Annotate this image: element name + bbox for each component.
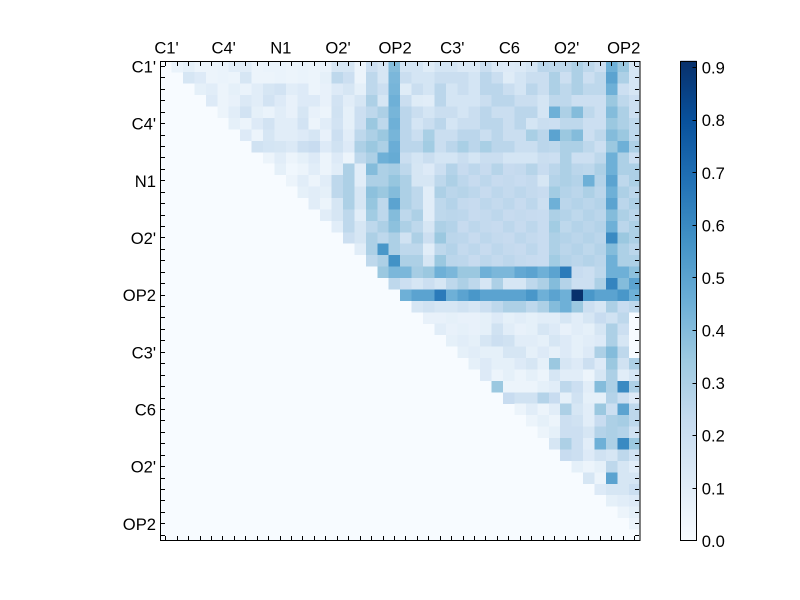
svg-text:C1': C1': [154, 39, 178, 58]
svg-text:OP2: OP2: [123, 515, 156, 534]
svg-text:0.1: 0.1: [702, 479, 725, 498]
svg-text:O2': O2': [131, 229, 156, 248]
svg-text:C6: C6: [499, 39, 520, 58]
svg-text:0.8: 0.8: [702, 111, 725, 130]
svg-text:0.9: 0.9: [702, 59, 725, 78]
svg-text:C3': C3': [132, 343, 156, 362]
svg-text:O2': O2': [554, 39, 579, 58]
svg-text:0.2: 0.2: [702, 427, 725, 446]
svg-text:0.6: 0.6: [702, 216, 725, 235]
svg-text:OP2: OP2: [607, 39, 640, 58]
svg-text:C4': C4': [211, 39, 235, 58]
svg-text:O2': O2': [131, 458, 156, 477]
svg-text:0.3: 0.3: [702, 374, 725, 393]
svg-text:C4': C4': [132, 115, 156, 134]
svg-text:OP2: OP2: [379, 39, 412, 58]
svg-text:0.0: 0.0: [702, 532, 725, 551]
svg-text:OP2: OP2: [123, 286, 156, 305]
svg-text:N1: N1: [270, 39, 291, 58]
svg-text:0.5: 0.5: [702, 269, 725, 288]
svg-text:C6: C6: [135, 400, 156, 419]
svg-text:0.4: 0.4: [702, 322, 725, 341]
svg-text:C1': C1': [132, 58, 156, 77]
svg-text:C3': C3': [440, 39, 464, 58]
svg-text:0.7: 0.7: [702, 164, 725, 183]
svg-text:N1: N1: [135, 172, 156, 191]
svg-text:O2': O2': [325, 39, 350, 58]
